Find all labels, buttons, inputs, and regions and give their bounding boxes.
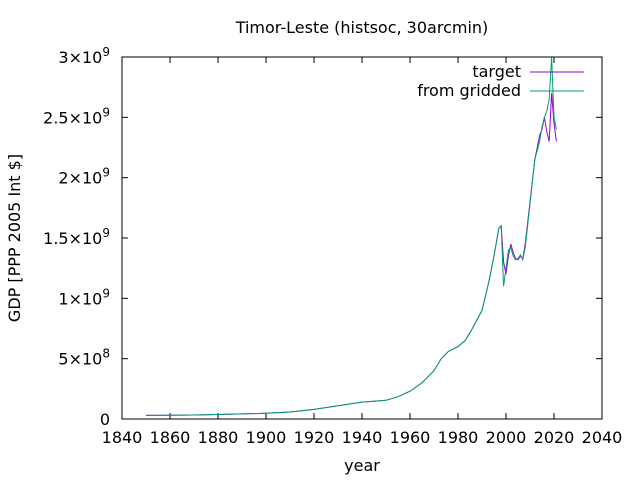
series-line-0 xyxy=(145,93,557,416)
x-tick-label: 1960 xyxy=(390,428,431,447)
x-tick-label: 1980 xyxy=(438,428,479,447)
y-tick-mantissa: 3×10 xyxy=(58,48,102,67)
y-tick-label: 5×108 xyxy=(58,347,110,369)
legend-label: from gridded xyxy=(417,81,521,100)
series-layer xyxy=(145,56,557,416)
y-tick-label: 0 xyxy=(100,410,110,429)
x-tick-label: 2040 xyxy=(582,428,623,447)
x-tick-label: 2020 xyxy=(534,428,575,447)
y-tick-exponent: 8 xyxy=(102,347,110,361)
y-tick-mantissa: 1×10 xyxy=(58,289,102,308)
x-tick-label: 1920 xyxy=(294,428,335,447)
y-tick-exponent: 9 xyxy=(102,105,110,119)
chart-title: Timor-Leste (histsoc, 30arcmin) xyxy=(235,18,489,37)
x-tick-label: 1940 xyxy=(342,428,383,447)
y-tick-label: 3×109 xyxy=(58,45,110,67)
y-tick-label: 2.5×109 xyxy=(43,105,110,127)
x-tick-label: 1840 xyxy=(102,428,143,447)
y-tick-exponent: 9 xyxy=(102,45,110,59)
y-tick-mantissa: 0 xyxy=(100,410,110,429)
y-axis-label: GDP [PPP 2005 Int $] xyxy=(5,154,24,322)
plot-frame xyxy=(121,56,603,420)
y-tick-mantissa: 2×10 xyxy=(58,169,102,188)
y-tick-exponent: 9 xyxy=(102,226,110,240)
x-tick-label: 1860 xyxy=(150,428,191,447)
y-tick-mantissa: 1.5×10 xyxy=(43,229,102,248)
y-tick-exponent: 9 xyxy=(102,166,110,180)
x-tick-label: 2000 xyxy=(486,428,527,447)
x-axis-label: year xyxy=(344,456,380,475)
y-tick-label: 1×109 xyxy=(58,286,110,308)
y-tick-mantissa: 2.5×10 xyxy=(43,108,102,127)
axis-ticks: 1840 1860 1880 1900 1920 1940 1960 1980 2000 2020… xyxy=(43,45,622,447)
y-tick-label: 1.5×109 xyxy=(43,226,110,248)
legend-label: target xyxy=(472,62,521,81)
y-tick-label: 2×109 xyxy=(58,166,110,188)
y-tick-exponent: 9 xyxy=(102,286,110,300)
x-tick-label: 1900 xyxy=(246,428,287,447)
y-tick-mantissa: 5×10 xyxy=(58,350,102,369)
series-line-1 xyxy=(145,56,557,416)
x-tick-label: 1880 xyxy=(198,428,239,447)
